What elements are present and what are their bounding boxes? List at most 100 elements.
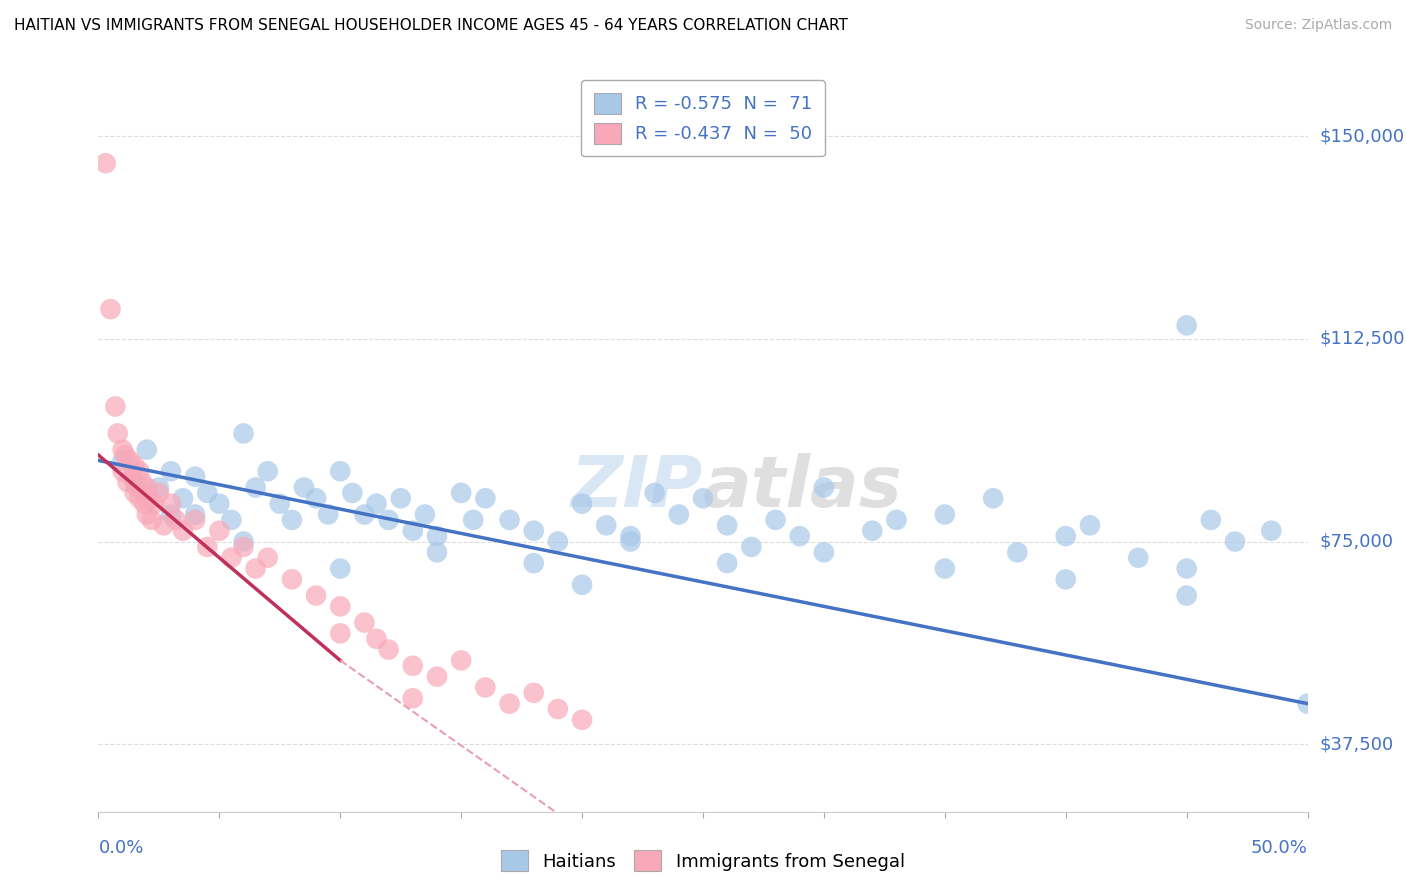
Point bbox=[1175, 318, 1198, 333]
Point bbox=[1296, 697, 1319, 711]
Point bbox=[886, 513, 908, 527]
Point bbox=[413, 508, 436, 522]
Point bbox=[232, 534, 254, 549]
Point bbox=[195, 486, 218, 500]
Point bbox=[292, 480, 315, 494]
Point bbox=[184, 469, 207, 483]
Point bbox=[1223, 534, 1246, 549]
Point bbox=[208, 497, 231, 511]
Text: ZIP: ZIP bbox=[571, 453, 703, 522]
Text: 0.0%: 0.0% bbox=[98, 838, 143, 856]
Point bbox=[619, 529, 641, 543]
Point bbox=[934, 561, 956, 575]
Point bbox=[740, 540, 762, 554]
Point bbox=[256, 464, 278, 478]
Point bbox=[131, 475, 153, 489]
Point bbox=[813, 545, 835, 559]
Point bbox=[981, 491, 1004, 506]
Point bbox=[402, 691, 425, 706]
Point bbox=[281, 513, 304, 527]
Point bbox=[165, 513, 187, 527]
Point bbox=[148, 486, 170, 500]
Point bbox=[1007, 545, 1029, 559]
Point bbox=[221, 513, 243, 527]
Text: HAITIAN VS IMMIGRANTS FROM SENEGAL HOUSEHOLDER INCOME AGES 45 - 64 YEARS CORRELA: HAITIAN VS IMMIGRANTS FROM SENEGAL HOUSE… bbox=[14, 18, 848, 33]
Point bbox=[366, 497, 388, 511]
Legend: Haitians, Immigrants from Senegal: Haitians, Immigrants from Senegal bbox=[494, 843, 912, 879]
Point bbox=[329, 561, 352, 575]
Point bbox=[329, 464, 352, 478]
Point bbox=[523, 686, 546, 700]
Point bbox=[765, 513, 787, 527]
Point bbox=[111, 442, 134, 457]
Point bbox=[402, 524, 425, 538]
Point bbox=[860, 524, 883, 538]
Point bbox=[498, 513, 520, 527]
Point bbox=[160, 464, 183, 478]
Point bbox=[595, 518, 617, 533]
Point bbox=[135, 508, 157, 522]
Point bbox=[450, 486, 472, 500]
Point bbox=[221, 550, 243, 565]
Point bbox=[232, 540, 254, 554]
Text: $37,500: $37,500 bbox=[1320, 735, 1393, 753]
Point bbox=[377, 642, 399, 657]
Point bbox=[389, 491, 412, 506]
Point bbox=[256, 550, 278, 565]
Point bbox=[117, 475, 139, 489]
Point bbox=[124, 486, 146, 500]
Point bbox=[619, 534, 641, 549]
Point bbox=[104, 400, 127, 414]
Point bbox=[426, 529, 449, 543]
Point bbox=[547, 534, 569, 549]
Point bbox=[195, 540, 218, 554]
Point bbox=[498, 697, 520, 711]
Point bbox=[127, 480, 149, 494]
Point bbox=[121, 469, 143, 483]
Point bbox=[523, 556, 546, 570]
Point bbox=[208, 524, 231, 538]
Point bbox=[1078, 518, 1101, 533]
Point bbox=[644, 486, 666, 500]
Point bbox=[353, 615, 375, 630]
Point bbox=[160, 497, 183, 511]
Point bbox=[450, 653, 472, 667]
Point bbox=[523, 524, 546, 538]
Point bbox=[1175, 589, 1198, 603]
Point bbox=[114, 448, 136, 462]
Legend: R = -0.575  N =  71, R = -0.437  N =  50: R = -0.575 N = 71, R = -0.437 N = 50 bbox=[581, 80, 825, 156]
Point bbox=[1128, 550, 1150, 565]
Point bbox=[316, 508, 339, 522]
Point bbox=[353, 508, 375, 522]
Point bbox=[474, 681, 496, 695]
Point bbox=[1054, 572, 1077, 586]
Text: $150,000: $150,000 bbox=[1320, 128, 1405, 145]
Point bbox=[111, 453, 134, 467]
Point bbox=[1260, 524, 1282, 538]
Point bbox=[789, 529, 811, 543]
Point bbox=[269, 497, 291, 511]
Point bbox=[152, 518, 174, 533]
Text: $75,000: $75,000 bbox=[1320, 533, 1393, 550]
Point bbox=[547, 702, 569, 716]
Point bbox=[934, 508, 956, 522]
Point bbox=[426, 545, 449, 559]
Point bbox=[245, 480, 267, 494]
Point bbox=[668, 508, 690, 522]
Point bbox=[329, 626, 352, 640]
Point bbox=[232, 426, 254, 441]
Point bbox=[305, 589, 328, 603]
Point bbox=[128, 491, 150, 506]
Point bbox=[716, 556, 738, 570]
Point bbox=[692, 491, 714, 506]
Point bbox=[138, 491, 160, 506]
Point bbox=[813, 480, 835, 494]
Point bbox=[172, 491, 194, 506]
Point bbox=[184, 508, 207, 522]
Point bbox=[474, 491, 496, 506]
Point bbox=[184, 513, 207, 527]
Point bbox=[571, 713, 593, 727]
Point bbox=[143, 497, 166, 511]
Point bbox=[402, 658, 425, 673]
Point bbox=[1054, 529, 1077, 543]
